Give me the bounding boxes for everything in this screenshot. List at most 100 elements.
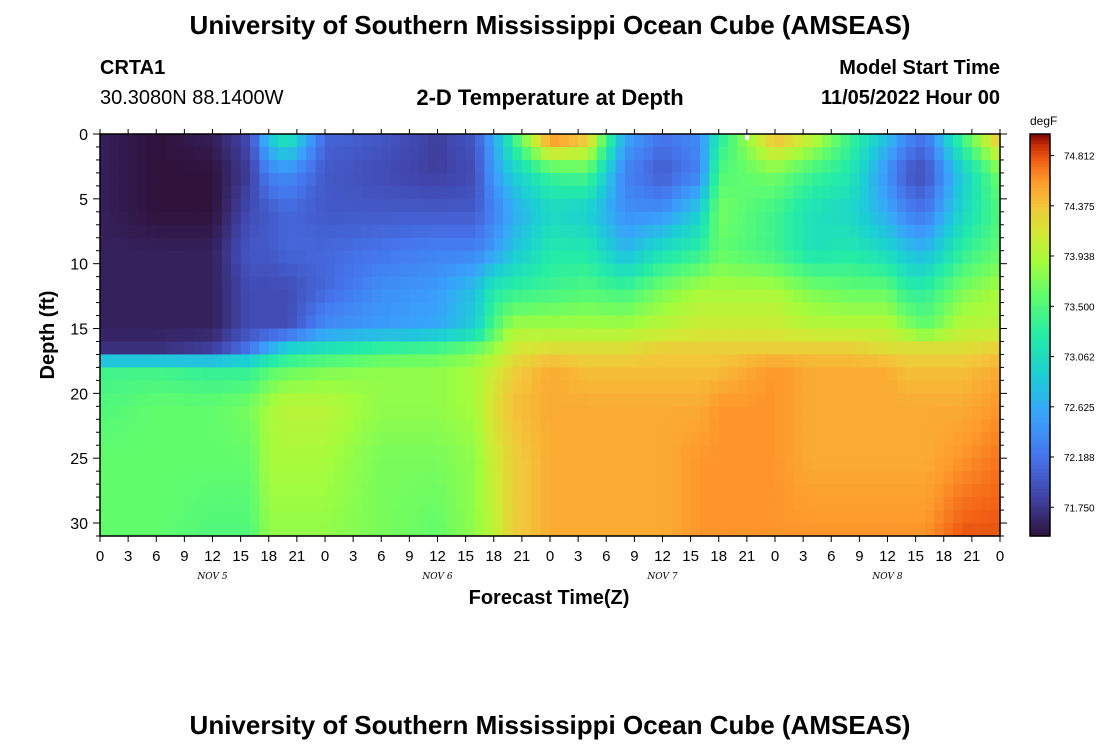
heatmap-cell [268, 134, 279, 148]
heatmap-cell [456, 406, 467, 420]
heatmap-cell [531, 406, 542, 420]
heatmap-cell [681, 250, 692, 265]
heatmap-cell [671, 393, 682, 407]
heatmap-cell [775, 354, 785, 369]
heatmap-cell [156, 159, 167, 174]
heatmap-cell [418, 276, 429, 291]
heatmap-cell [118, 237, 129, 252]
heatmap-cell [681, 237, 692, 252]
heatmap-cell [868, 302, 879, 317]
heatmap-cell [709, 432, 720, 446]
heatmap-cell [221, 237, 232, 252]
heatmap-cell [793, 211, 804, 226]
colorbar-segment [1030, 211, 1050, 215]
heatmap-cell [859, 432, 870, 446]
heatmap-cell [596, 354, 607, 369]
heatmap-cell [915, 445, 926, 459]
heatmap-cell [681, 497, 692, 511]
heatmap-cell [503, 250, 514, 265]
heatmap-cell [615, 354, 626, 369]
heatmap-cell [353, 134, 364, 148]
heatmap-cell [971, 354, 982, 369]
heatmap-cell [878, 419, 889, 433]
heatmap-cell [306, 198, 317, 213]
colorbar-label: 74.812 [1064, 152, 1095, 163]
heatmap-cell [446, 471, 457, 485]
heatmap-cell [568, 198, 579, 213]
heatmap-cell [306, 237, 317, 252]
heatmap-cell [934, 237, 945, 252]
heatmap-cell [578, 315, 589, 330]
heatmap-cell [306, 432, 317, 446]
heatmap-cell [709, 328, 720, 343]
heatmap-cell [287, 198, 298, 213]
heatmap-cell [250, 172, 260, 187]
heatmap-cell [596, 134, 607, 148]
heatmap-cell [100, 198, 110, 213]
heatmap-cell [821, 159, 832, 174]
heatmap-cell [165, 341, 176, 356]
heatmap-cell [765, 276, 776, 291]
heatmap-cell [990, 185, 1001, 200]
colorbar-segment [1030, 268, 1050, 272]
heatmap-cell [175, 224, 185, 239]
heatmap-cell [728, 367, 739, 381]
heatmap-cell [353, 159, 364, 174]
heatmap-cell [203, 237, 214, 252]
heatmap-cell [915, 471, 926, 485]
heatmap-cell [287, 393, 298, 407]
heatmap-cell [381, 250, 392, 265]
heatmap-cell [606, 393, 617, 407]
heatmap-cell [671, 289, 682, 304]
heatmap-cell [512, 211, 523, 226]
heatmap-cell [512, 393, 523, 407]
heatmap-cell [878, 146, 889, 161]
heatmap-cell [456, 211, 467, 226]
heatmap-cell [915, 380, 926, 394]
heatmap-cell [203, 406, 214, 420]
heatmap-cell [259, 458, 270, 472]
heatmap-cell [146, 263, 157, 278]
heatmap-cell [662, 523, 673, 537]
heatmap-cell [418, 432, 429, 446]
heatmap-cell [925, 341, 935, 356]
heatmap-cell [371, 393, 382, 407]
heatmap-cell [231, 497, 242, 511]
heatmap-cell [521, 497, 532, 511]
heatmap-cell [325, 146, 335, 161]
heatmap-cell [540, 393, 551, 407]
heatmap-cell [653, 211, 664, 226]
heatmap-cell [962, 393, 973, 407]
heatmap-cell [137, 237, 148, 252]
colorbar-segment [1030, 321, 1050, 326]
heatmap-cell [700, 224, 710, 239]
heatmap-cell [315, 315, 326, 330]
heatmap-cell [118, 341, 129, 356]
heatmap-cell [400, 211, 410, 226]
heatmap-cell [643, 263, 654, 278]
heatmap-cell [559, 198, 570, 213]
heatmap-cell [578, 276, 589, 291]
heatmap-cell [821, 146, 832, 161]
heatmap-cell [634, 393, 645, 407]
heatmap-cell [859, 159, 870, 174]
heatmap-cell [634, 471, 645, 485]
heatmap-cell [634, 302, 645, 317]
heatmap-cell [606, 523, 617, 537]
heatmap-cell [118, 276, 129, 291]
heatmap-cell [109, 134, 120, 148]
heatmap-cell [512, 445, 523, 459]
heatmap-cell [662, 289, 673, 304]
heatmap-cell [971, 289, 982, 304]
heatmap-cell [784, 354, 795, 369]
heatmap-cell [353, 497, 364, 511]
heatmap-cell [240, 380, 251, 394]
heatmap-cell [803, 211, 814, 226]
heatmap-cell [156, 134, 167, 148]
heatmap-cell [315, 419, 326, 433]
heatmap-cell [465, 341, 476, 356]
heatmap-cell [231, 432, 242, 446]
heatmap-cell [175, 458, 185, 472]
heatmap-cell [512, 497, 523, 511]
heatmap-cell [371, 211, 382, 226]
